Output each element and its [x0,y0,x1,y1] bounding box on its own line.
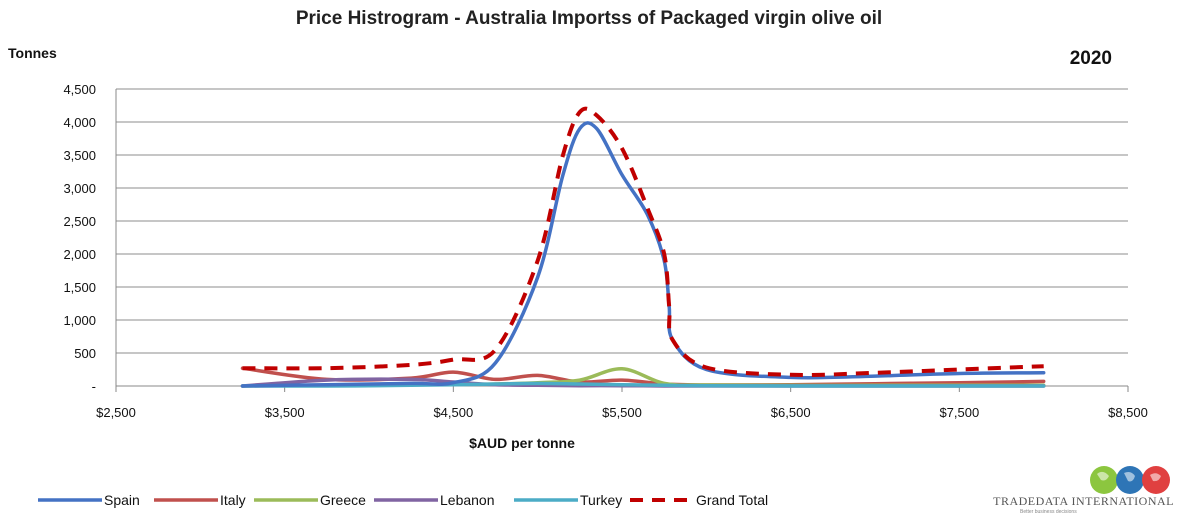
legend-label: Spain [104,492,140,508]
y-tick-label: 2,000 [63,247,96,262]
y-tick-label: 2,500 [63,214,96,229]
y-tick-label: 1,000 [63,313,96,328]
legend-label: Turkey [580,492,622,508]
y-tick-label: 4,000 [63,115,96,130]
y-axis-label: Tonnes [8,45,57,61]
series-line-grand-total [242,106,1044,378]
y-tick-label: 3,000 [63,181,96,196]
x-tick-label: $2,500 [96,405,136,420]
x-axis-ticks: $2,500 $3,500 $4,500 $5,500 $6,500 $7,500 $8,5… [96,386,1148,420]
tradedata-logo: TRADEDATA INTERNATIONAL Better business … [993,466,1174,515]
series-line-turkey [240,381,1046,388]
chart-title: Price Histrogram - Australia Importss of… [296,8,882,29]
gridlines [115,88,1128,387]
legend-label: Lebanon [440,492,495,508]
legend: Spain Italy Greece Lebanon Turkey Grand Total [38,492,768,508]
series-lines [240,106,1046,388]
series-line-spain [240,121,1046,388]
y-axis-ticks: - 500 1,000 1,500 2,000 2,500 3,000 3,500 4,000 4… [63,82,96,394]
y-tick-label: 1,500 [63,280,96,295]
y-tick-label: 4,500 [63,82,96,97]
x-tick-label: $8,500 [1108,405,1148,420]
x-tick-label: $3,500 [265,405,305,420]
year-label: 2020 [1070,48,1112,69]
x-tick-label: $6,500 [771,405,811,420]
x-axis-label: $AUD per tonne [469,435,575,451]
x-tick-label: $4,500 [433,405,473,420]
legend-label: Greece [320,492,366,508]
y-tick-label: 500 [74,346,96,361]
brand-name: TRADEDATA INTERNATIONAL [993,494,1174,508]
x-tick-label: $5,500 [602,405,642,420]
brand-tagline: Better business decisions [1020,509,1077,515]
legend-label: Grand Total [696,492,768,508]
y-tick-label: 3,500 [63,148,96,163]
legend-label: Italy [220,492,246,508]
x-tick-label: $7,500 [939,405,979,420]
y-tick-label: - [92,379,96,394]
